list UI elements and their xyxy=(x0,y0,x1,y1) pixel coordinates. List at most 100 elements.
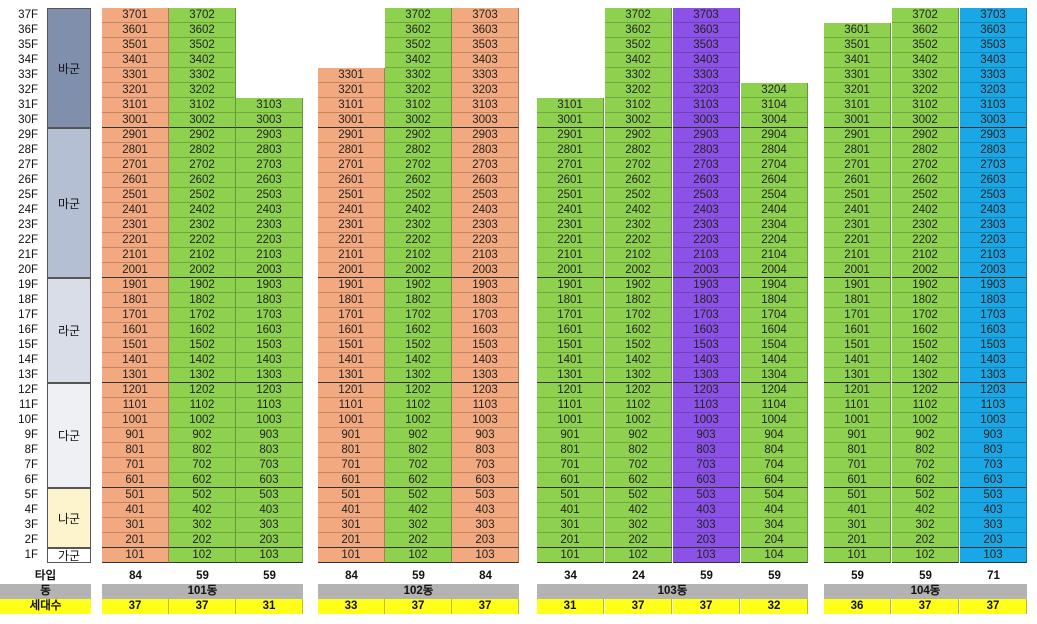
unit-cell: 2703 xyxy=(452,158,519,173)
unit-cell: 1704 xyxy=(741,308,808,323)
unit-cell: 1302 xyxy=(605,368,672,383)
unit-cell: 602 xyxy=(892,473,959,488)
unit-cell: 1603 xyxy=(673,323,740,338)
unit-cell: 3401 xyxy=(102,53,169,68)
unit-cell: 2601 xyxy=(824,173,891,188)
unit-cell: 3202 xyxy=(892,83,959,98)
unit-cell: 2401 xyxy=(824,203,891,218)
type-value: 59 xyxy=(236,569,303,584)
households-value: 37 xyxy=(169,599,236,614)
unit-cell: 2803 xyxy=(673,143,740,158)
unit-cell: 1101 xyxy=(824,398,891,413)
unit-cell: 3003 xyxy=(236,113,303,128)
unit-cell: 1703 xyxy=(452,308,519,323)
type-value: 84 xyxy=(452,569,519,584)
unit-cell: 2701 xyxy=(102,158,169,173)
unit-cell: 3301 xyxy=(102,68,169,83)
type-value: 59 xyxy=(741,569,808,584)
unit-cell: 103 xyxy=(236,548,303,563)
unit-cell: 2904 xyxy=(741,128,808,143)
unit-cell: 2802 xyxy=(385,143,452,158)
unit-cell: 2702 xyxy=(605,158,672,173)
unit-cell: 1903 xyxy=(452,278,519,293)
unit-cell: 1101 xyxy=(102,398,169,413)
unit-cell: 102 xyxy=(169,548,236,563)
unit-cell: 2303 xyxy=(673,218,740,233)
unit-cell: 2003 xyxy=(673,263,740,278)
floor-label: 28F xyxy=(18,144,38,156)
unit-cell: 102 xyxy=(892,548,959,563)
floor-label: 2F xyxy=(24,534,38,546)
unit-cell: 2002 xyxy=(385,263,452,278)
unit-cell: 103 xyxy=(673,548,740,563)
unit-cell: 3002 xyxy=(892,113,959,128)
unit-cell: 1404 xyxy=(741,353,808,368)
unit-cell: 3403 xyxy=(452,53,519,68)
unit-cell: 203 xyxy=(236,533,303,548)
unit-cell: 1303 xyxy=(452,368,519,383)
unit-cell: 202 xyxy=(169,533,236,548)
floor-label: 22F xyxy=(18,234,38,246)
unit-cell: 201 xyxy=(824,533,891,548)
unit-cell: 802 xyxy=(385,443,452,458)
unit-cell: 2502 xyxy=(385,188,452,203)
unit-cell: 3601 xyxy=(102,23,169,38)
floor-label: 6F xyxy=(24,474,38,486)
unit-cell: 2701 xyxy=(537,158,604,173)
unit-cell: 2303 xyxy=(960,218,1027,233)
unit-cell: 2803 xyxy=(236,143,303,158)
unit-cell: 2202 xyxy=(892,233,959,248)
unit-cell: 401 xyxy=(537,503,604,518)
households-value: 37 xyxy=(452,599,519,614)
unit-cell: 1501 xyxy=(318,338,385,353)
households-value: 31 xyxy=(537,599,604,614)
unit-cell: 1501 xyxy=(537,338,604,353)
unit-cell: 901 xyxy=(318,428,385,443)
households-value: 37 xyxy=(673,599,740,614)
unit-cell: 704 xyxy=(741,458,808,473)
households-value: 37 xyxy=(605,599,672,614)
unit-cell: 1401 xyxy=(824,353,891,368)
floor-label: 12F xyxy=(18,384,38,396)
unit-cell: 601 xyxy=(102,473,169,488)
unit-cell: 2901 xyxy=(102,128,169,143)
unit-cell: 3001 xyxy=(102,113,169,128)
households-value: 37 xyxy=(892,599,959,614)
floor-label: 25F xyxy=(18,189,38,201)
unit-cell: 1901 xyxy=(318,278,385,293)
unit-cell: 3203 xyxy=(673,83,740,98)
unit-cell: 601 xyxy=(318,473,385,488)
unit-cell: 2104 xyxy=(741,248,808,263)
unit-cell: 1502 xyxy=(605,338,672,353)
unit-cell: 601 xyxy=(537,473,604,488)
floor-label: 31F xyxy=(18,99,38,111)
unit-cell: 3601 xyxy=(824,23,891,38)
floor-label: 13F xyxy=(18,369,38,381)
unit-cell: 2603 xyxy=(236,173,303,188)
unit-cell: 1503 xyxy=(452,338,519,353)
unit-cell: 1001 xyxy=(824,413,891,428)
unit-cell: 1504 xyxy=(741,338,808,353)
unit-cell: 801 xyxy=(537,443,604,458)
unit-cell: 1702 xyxy=(605,308,672,323)
unit-cell: 502 xyxy=(385,488,452,503)
building-name: 104동 xyxy=(824,584,1027,599)
unit-cell: 1703 xyxy=(960,308,1027,323)
unit-cell: 2103 xyxy=(452,248,519,263)
unit-cell: 201 xyxy=(318,533,385,548)
unit-cell: 1801 xyxy=(102,293,169,308)
unit-cell: 903 xyxy=(673,428,740,443)
unit-cell: 2001 xyxy=(537,263,604,278)
unit-cell: 2403 xyxy=(236,203,303,218)
unit-cell: 3201 xyxy=(102,83,169,98)
unit-cell: 1702 xyxy=(892,308,959,323)
type-value: 34 xyxy=(537,569,604,584)
unit-cell: 2202 xyxy=(605,233,672,248)
group-label: 가군 xyxy=(47,548,91,563)
floor-label: 16F xyxy=(18,324,38,336)
unit-cell: 101 xyxy=(537,548,604,563)
unit-cell: 2403 xyxy=(673,203,740,218)
unit-cell: 2003 xyxy=(236,263,303,278)
floor-label: 29F xyxy=(18,129,38,141)
unit-cell: 1103 xyxy=(960,398,1027,413)
